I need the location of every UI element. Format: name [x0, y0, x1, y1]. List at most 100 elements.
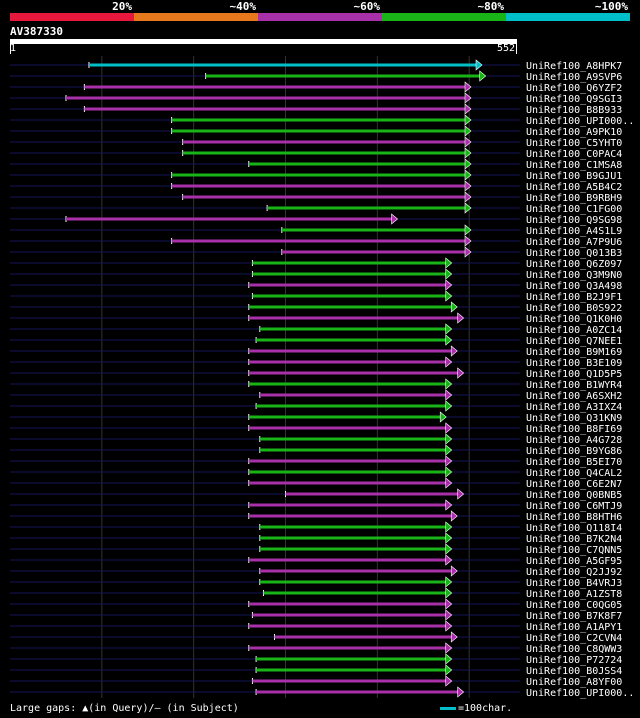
hit-arrow	[445, 576, 453, 588]
query-tick-end	[516, 43, 517, 54]
hit-bar	[171, 239, 466, 243]
hit-label: UniRef100_C5YHT0	[526, 138, 622, 149]
hit-label: UniRef100_B7K8F7	[526, 611, 622, 622]
hit-label: UniRef100_Q9SGI3	[526, 94, 622, 105]
hit-label: UniRef100_B5EI70	[526, 457, 622, 468]
hit-label: UniRef100_Q6Z097	[526, 259, 622, 270]
hit-label: UniRef100_A5B4C2	[526, 182, 622, 193]
hit-label: UniRef100_Q7NEE1	[526, 336, 622, 347]
hit-label: UniRef100_A4G728	[526, 435, 622, 446]
hit-label: UniRef100_Q1D5P5	[526, 369, 622, 380]
hit-label: UniRef100_C1FG00	[526, 204, 622, 215]
hit-label: UniRef100_B0JSS4	[526, 666, 622, 677]
hit-bar	[248, 470, 446, 474]
hit-bar	[259, 437, 446, 441]
hit-arrow	[450, 345, 458, 357]
hit-arrow	[464, 246, 472, 258]
hit-bar	[182, 140, 466, 144]
hit-arrow	[445, 675, 453, 687]
hit-label: UniRef100_A6SXH2	[526, 391, 622, 402]
hit-label: UniRef100_A1APY1	[526, 622, 622, 633]
hit-arrow	[445, 543, 453, 555]
hit-arrow	[479, 70, 487, 82]
hit-bar	[256, 668, 446, 672]
hit-arrow	[450, 510, 458, 522]
hit-bar	[248, 602, 446, 606]
hit-label: UniRef100_Q3A498	[526, 281, 622, 292]
hit-arrow	[445, 422, 453, 434]
legend-segment	[382, 13, 506, 21]
hit-bar	[252, 294, 446, 298]
hit-label: UniRef100_A3IXZ4	[526, 402, 622, 413]
hit-label: UniRef100_B3E109	[526, 358, 622, 369]
legend-segment	[134, 13, 258, 21]
hit-bar	[66, 217, 392, 221]
hit-label: UniRef100_B9RBH9	[526, 193, 622, 204]
hit-bar	[248, 316, 458, 320]
hit-label: UniRef100_B4VRJ3	[526, 578, 622, 589]
legend-label: ~60%	[353, 0, 381, 13]
hit-arrow	[445, 433, 453, 445]
hit-bar	[205, 74, 480, 78]
hit-label: UniRef100_B9M169	[526, 347, 622, 358]
hit-label: UniRef100_C6E2N7	[526, 479, 622, 490]
hit-arrow	[445, 477, 453, 489]
scale-text: =100char.	[458, 703, 513, 714]
query-bar	[10, 39, 517, 44]
hit-label: UniRef100_A8HPK7	[526, 61, 622, 72]
hit-bar	[248, 481, 446, 485]
hit-bar	[281, 250, 466, 254]
hit-arrow	[445, 400, 453, 412]
hit-label: UniRef100_Q3M9N0	[526, 270, 622, 281]
scale-swatch	[440, 706, 456, 710]
hit-bar	[84, 107, 466, 111]
hit-bar	[259, 327, 446, 331]
hit-bar	[66, 96, 466, 100]
hit-arrow	[464, 191, 472, 203]
hit-bar	[248, 514, 452, 518]
hit-label: UniRef100_Q6YZF2	[526, 83, 622, 94]
legend-segment	[258, 13, 382, 21]
legend-segment	[10, 13, 134, 21]
hit-arrow	[445, 499, 453, 511]
legend-label: 20%	[112, 0, 132, 13]
hit-bar	[259, 448, 446, 452]
hit-arrow	[445, 389, 453, 401]
hit-label: UniRef100_B2J9F1	[526, 292, 622, 303]
hit-bar	[248, 382, 446, 386]
hit-bar	[252, 679, 446, 683]
hit-arrow	[445, 378, 453, 390]
hit-bar	[248, 349, 452, 353]
hit-arrow	[445, 323, 453, 335]
hit-arrow	[464, 81, 472, 93]
hit-arrow	[457, 367, 465, 379]
scale-legend: =100char.	[440, 703, 512, 715]
hit-arrow	[445, 290, 453, 302]
hit-label: UniRef100_A8YF00	[526, 677, 622, 688]
hit-bar	[248, 426, 446, 430]
hit-arrow	[464, 136, 472, 148]
legend-label: ~100%	[594, 0, 628, 13]
hit-arrow	[445, 455, 453, 467]
hit-label: UniRef100_Q0BNB5	[526, 490, 622, 501]
hit-label: UniRef100_A4S1L9	[526, 226, 622, 237]
hit-arrow	[464, 103, 472, 115]
hit-bar	[263, 591, 446, 595]
hit-label: UniRef100_B8B933	[526, 105, 622, 116]
hit-bar	[248, 646, 446, 650]
hit-bar	[252, 272, 446, 276]
hit-label: UniRef100_B1WYR4	[526, 380, 622, 391]
hit-arrow	[475, 59, 483, 71]
hit-bar	[259, 569, 452, 573]
hit-arrow	[445, 598, 453, 610]
hit-bar	[84, 85, 466, 89]
hit-label: UniRef100_A9SVP6	[526, 72, 622, 83]
hit-arrow	[445, 279, 453, 291]
hit-label: UniRef100_UPI000..	[526, 116, 634, 127]
hit-arrow	[445, 466, 453, 478]
hit-bar	[285, 492, 458, 496]
hit-label: UniRef100_B9GJU1	[526, 171, 622, 182]
legend-label: ~40%	[229, 0, 257, 13]
gaps-legend: Large gaps: ▲(in Query)/– (in Subject)	[10, 703, 239, 714]
